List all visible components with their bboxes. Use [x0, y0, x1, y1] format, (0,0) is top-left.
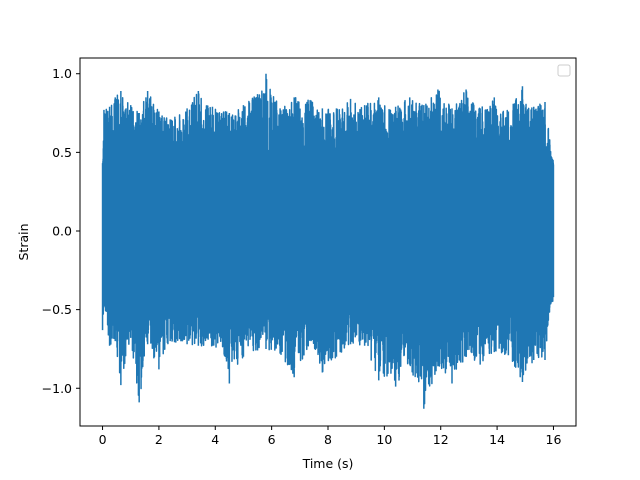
legend-box	[557, 64, 571, 77]
x-tick-label: 16	[546, 432, 562, 447]
y-tick-label: −0.5	[42, 302, 72, 317]
y-tick-label: 0.0	[52, 223, 72, 238]
x-tick-label: 4	[211, 432, 219, 447]
y-tick-label: −1.0	[42, 381, 72, 396]
x-tick-label: 10	[376, 432, 392, 447]
x-axis-label: Time (s)	[302, 456, 354, 471]
series-line	[101, 73, 555, 409]
x-tick-label: 2	[155, 432, 163, 447]
x-tick-label: 0	[99, 432, 107, 447]
y-axis-label: Strain	[16, 223, 31, 260]
y-tick-label: 0.5	[52, 145, 72, 160]
x-tick-label: 8	[324, 432, 332, 447]
y-tick-label: 1.0	[52, 66, 72, 81]
plot-area	[101, 73, 555, 409]
x-tick-label: 6	[268, 432, 276, 447]
x-tick-label: 14	[489, 432, 505, 447]
axes: 0 2 4 6 8 10 12 14 16 −1.0 −0.5 0.0 0.5 1.0	[42, 57, 577, 447]
x-tick-label: 12	[433, 432, 449, 447]
